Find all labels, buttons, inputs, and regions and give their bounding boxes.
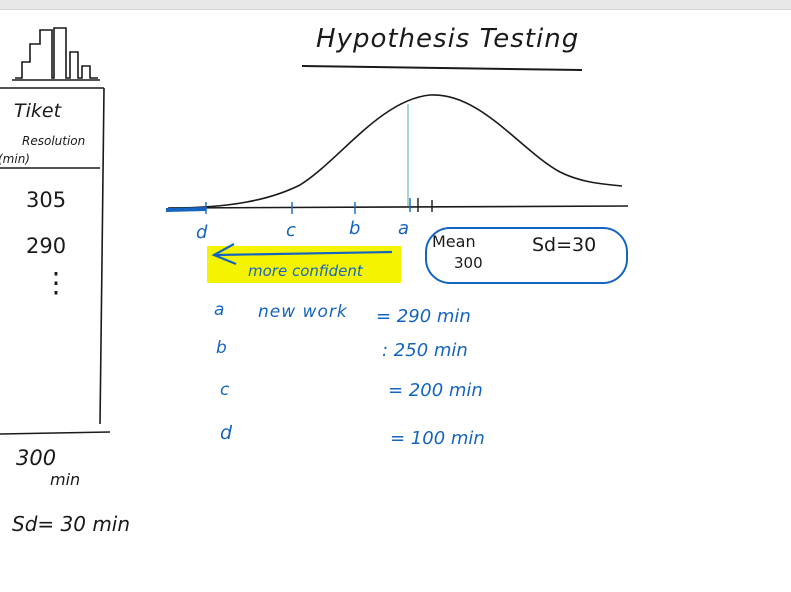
summary-mean: 300 <box>16 446 57 470</box>
table-right-border <box>99 87 105 425</box>
case-description: new work <box>258 302 348 322</box>
confidence-arrow-head <box>211 243 237 266</box>
confidence-arrow <box>215 250 393 257</box>
case-value: : 250 min <box>382 340 468 361</box>
table-value: 290 <box>26 234 67 258</box>
case-value: = 100 min <box>390 428 485 449</box>
case-letter: b <box>216 338 227 358</box>
top-toolbar-strip <box>0 0 791 10</box>
axis-label-b: b <box>349 218 361 239</box>
axis-label-d: d <box>196 222 208 243</box>
case-letter: a <box>214 300 225 320</box>
axis-tick-marks <box>205 198 411 214</box>
sd-label: Sd=30 <box>532 234 597 256</box>
table-ellipsis: ⋮ <box>42 266 70 299</box>
page-title: Hypothesis Testing <box>316 24 580 54</box>
table-header-label: (min) <box>0 152 30 166</box>
case-value: = 290 min <box>376 306 471 327</box>
mean-label: Mean <box>432 232 476 251</box>
more-confident-label: more confident <box>248 262 363 280</box>
mean-box-outline <box>425 227 628 284</box>
summary-sd: Sd= 30 min <box>12 512 131 536</box>
summary-unit: min <box>50 470 81 489</box>
axis-label-c: c <box>286 220 296 241</box>
x-axis-line <box>167 205 629 209</box>
x-axis-blue-stroke <box>165 207 207 212</box>
case-letter: d <box>220 422 233 444</box>
bar-chart-sketch-icon <box>12 27 100 81</box>
mean-value: 300 <box>454 254 483 272</box>
case-letter: c <box>220 380 230 400</box>
table-header-label: Resolution <box>22 134 86 148</box>
title-underline <box>301 65 583 71</box>
table-value: 305 <box>26 188 67 212</box>
table-bottom-line <box>0 431 111 435</box>
bell-curve <box>169 94 623 209</box>
case-value: = 200 min <box>388 380 483 401</box>
table-header-label: Tiket <box>14 100 62 122</box>
axis-label-a: a <box>398 218 410 239</box>
